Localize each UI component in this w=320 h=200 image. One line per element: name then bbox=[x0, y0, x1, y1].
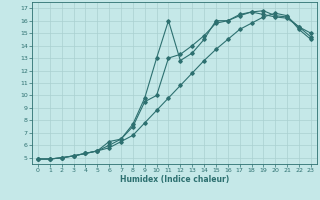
X-axis label: Humidex (Indice chaleur): Humidex (Indice chaleur) bbox=[120, 175, 229, 184]
